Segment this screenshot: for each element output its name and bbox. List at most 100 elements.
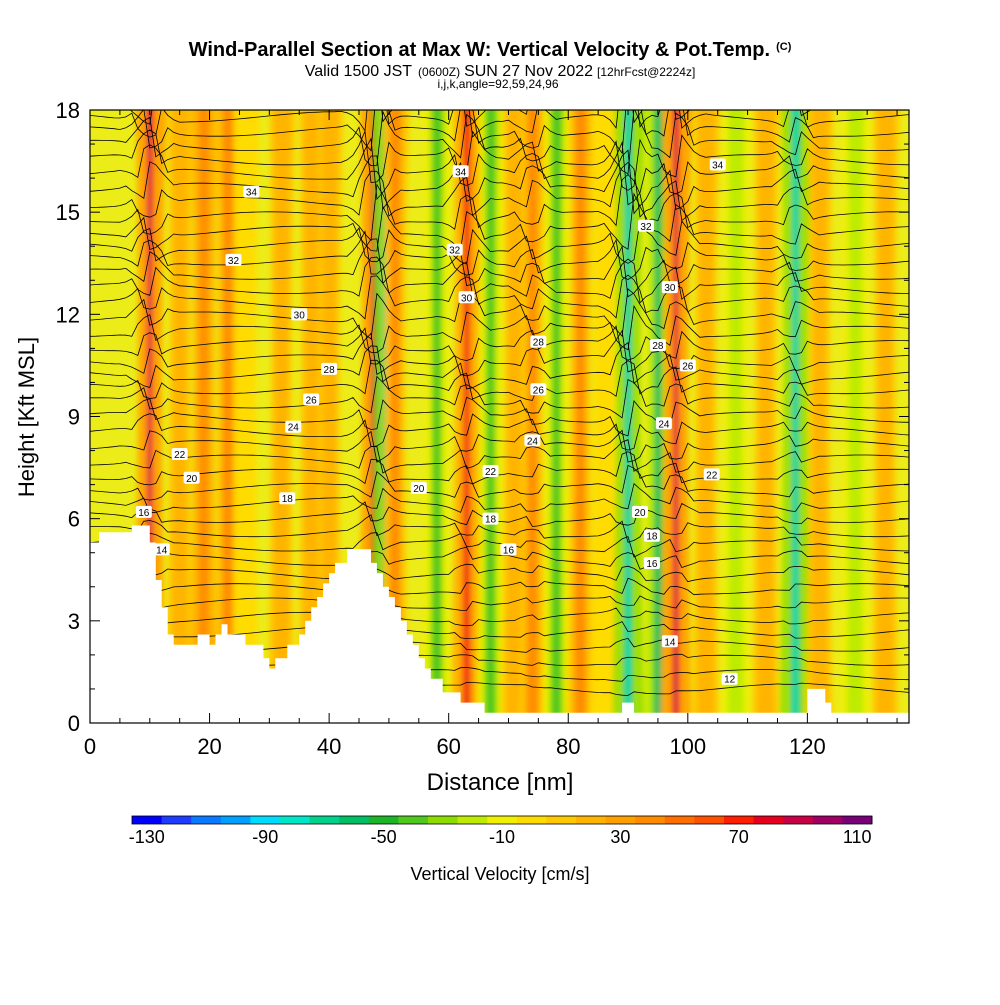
- isentrope-line-35: [90, 149, 909, 215]
- velocity-band-16-2: [550, 110, 563, 723]
- y-axis: 0 3 6 9 12 15 18: [56, 98, 909, 736]
- isentrope-label-31: 14: [661, 635, 678, 648]
- colorbar-swatch-12: [487, 816, 518, 824]
- colorbar-swatch-21: [753, 816, 784, 824]
- isentrope-label-32: 12: [721, 672, 738, 686]
- isentrope-label-21: 20: [183, 471, 200, 485]
- colorbar-swatch-13: [516, 816, 547, 824]
- isentrope-label-9: 28: [321, 362, 338, 376]
- y-tick-label: 9: [68, 405, 80, 430]
- isentrope-line-29: [90, 238, 909, 298]
- terrain-mask: [90, 525, 909, 723]
- isentrope-label-26: 18: [643, 529, 660, 543]
- svg-text:32: 32: [228, 256, 240, 267]
- svg-text:20: 20: [634, 508, 646, 519]
- chart-subtitle: Valid 1500 JST (0600Z) SUN 27 Nov 2022 [12h…: [305, 63, 696, 80]
- colorbar-swatch-1: [161, 816, 192, 824]
- isentrope-label-17: 24: [655, 417, 672, 430]
- velocity-band-12-4: [464, 110, 469, 723]
- velocity-band-23-1: [697, 110, 715, 723]
- isentrope-line-12: [90, 501, 909, 527]
- isentrope-label-13: 26: [530, 383, 547, 396]
- velocity-band-11-2: [431, 110, 443, 723]
- svg-text:24: 24: [288, 423, 300, 434]
- isentrope-label-8: 30: [661, 281, 678, 294]
- isentrope-line-22: [90, 341, 909, 390]
- svg-text:20: 20: [413, 484, 425, 495]
- svg-text:12: 12: [724, 675, 736, 686]
- velocity-band-29-1: [876, 110, 895, 723]
- isentrope-label-20: 22: [703, 468, 720, 481]
- x-tick-label: 60: [436, 734, 460, 759]
- isentrope-line-20: [90, 375, 909, 419]
- colorbar-swatch-3: [220, 816, 251, 824]
- isentrope-label-1: 34: [452, 165, 469, 178]
- y-tick-label: 6: [68, 507, 80, 532]
- isentrope-line-17: [90, 429, 909, 463]
- isentrope-line-36: [90, 137, 909, 206]
- svg-text:30: 30: [294, 310, 306, 321]
- isentrope-line-31: [90, 219, 909, 265]
- svg-text:18: 18: [485, 515, 497, 526]
- isentrope-label-30: 14: [153, 543, 170, 556]
- isentrope-line-38: [90, 110, 909, 175]
- y-tick-label: 12: [56, 302, 80, 327]
- isentrope-line-8: [90, 563, 909, 585]
- isentrope-label-11: 28: [649, 338, 666, 352]
- isentrope-label-25: 18: [482, 512, 499, 526]
- isentrope-line-24: [90, 325, 909, 365]
- colorbar-swatch-10: [428, 816, 459, 824]
- chart-title: Wind-Parallel Section at Max W: Vertical…: [189, 39, 792, 61]
- isentrope-line-33: [90, 173, 909, 242]
- y-tick-label: 3: [68, 609, 80, 634]
- svg-text:30: 30: [664, 283, 676, 294]
- colorbar-swatch-5: [280, 816, 311, 824]
- isentrope-label-22: 20: [410, 482, 427, 495]
- colorbar: -130 -90 -50 -10 30 70 110: [129, 815, 873, 847]
- velocity-band-14-1: [506, 110, 524, 723]
- isentrope-line-18: [90, 413, 909, 451]
- svg-text:16: 16: [646, 559, 658, 570]
- colorbar-swatch-14: [546, 816, 577, 824]
- svg-text:28: 28: [533, 338, 545, 349]
- svg-text:30: 30: [461, 293, 473, 304]
- isentrope-label-18: 22: [171, 447, 188, 461]
- velocity-band-4-0: [232, 110, 260, 723]
- colorbar-tick-label: -10: [489, 827, 515, 847]
- colorbar-swatch-22: [783, 816, 814, 824]
- velocity-band-17-2: [574, 110, 587, 723]
- isentrope-label-29: 16: [643, 556, 660, 570]
- velocity-band-5-1: [272, 110, 291, 723]
- svg-text:34: 34: [455, 167, 467, 178]
- svg-text:22: 22: [174, 450, 186, 461]
- svg-text:24: 24: [658, 419, 670, 430]
- colorbar-swatch-17: [635, 816, 666, 824]
- svg-text:26: 26: [306, 395, 318, 406]
- svg-text:22: 22: [485, 467, 497, 478]
- colorbar-swatch-4: [250, 816, 281, 824]
- isentrope-line-27: [90, 274, 909, 320]
- colorbar-swatch-19: [694, 816, 725, 824]
- isentrope-label-0: 34: [243, 185, 260, 199]
- x-tick-label: 20: [197, 734, 221, 759]
- isentrope-line-40: [90, 110, 909, 138]
- x-tick-label: 0: [84, 734, 96, 759]
- isentrope-label-5: 32: [637, 219, 654, 233]
- isentrope-line-39: [90, 110, 909, 155]
- isentrope-label-2: 34: [709, 158, 726, 171]
- isentrope-line-7: [90, 577, 909, 600]
- velocity-band-21-3: [654, 110, 662, 723]
- isentrope-line-6: [90, 595, 909, 612]
- isentrope-line-32: [90, 192, 909, 252]
- isentrope-line-28: [90, 256, 909, 304]
- y-tick-label: 18: [56, 98, 80, 123]
- isentrope-labels: 34 34 34 32 32 32 30 30 30 28 28 28 26 26 26 24 24 24 22 22…: [135, 158, 738, 686]
- svg-text:24: 24: [527, 436, 539, 447]
- colorbar-swatch-6: [309, 816, 340, 824]
- isentrope-line-5: [90, 607, 909, 627]
- colorbar-label: Vertical Velocity [cm/s]: [410, 864, 589, 884]
- colorbar-swatch-0: [132, 816, 163, 824]
- velocity-band-24-1: [727, 110, 745, 723]
- isentrope-label-10: 28: [530, 335, 547, 349]
